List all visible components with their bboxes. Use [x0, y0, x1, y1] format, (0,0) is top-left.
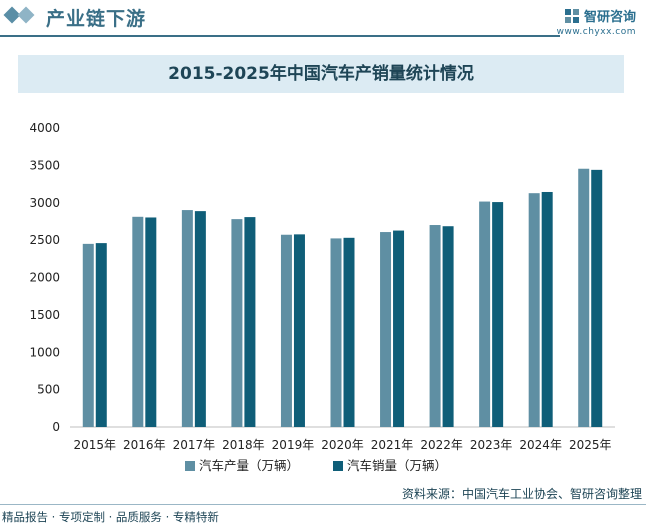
- bar-production: [380, 232, 392, 427]
- bar-production: [181, 210, 193, 427]
- legend-swatch-production: [185, 461, 195, 471]
- x-tick-label: 2020年: [321, 438, 364, 452]
- y-tick-label: 0: [52, 420, 60, 434]
- legend-label-production: 汽车产量（万辆）: [199, 458, 299, 473]
- y-tick-label: 2500: [29, 233, 60, 247]
- x-tick-label: 2024年: [519, 438, 562, 452]
- bar-sales: [145, 217, 157, 427]
- x-tick-label: 2016年: [123, 438, 166, 452]
- chart-title-bar: 2015-2025年中国汽车产销量统计情况: [18, 55, 624, 93]
- bar-sales: [343, 237, 355, 427]
- x-tick-label: 2025年: [569, 438, 612, 452]
- y-tick-label: 2000: [29, 271, 60, 285]
- x-tick-label: 2018年: [222, 438, 265, 452]
- bar-production: [132, 216, 144, 427]
- y-tick-label: 3000: [29, 196, 60, 210]
- bar-sales: [591, 169, 603, 428]
- brand: 智研咨询: [564, 5, 636, 25]
- header-divider: [0, 35, 560, 37]
- x-tick-label: 2023年: [470, 438, 513, 452]
- bar-sales: [442, 226, 454, 427]
- x-tick-label: 2017年: [173, 438, 216, 452]
- bar-production: [429, 225, 441, 427]
- brand-name: 智研咨询: [583, 10, 636, 25]
- y-tick-label: 500: [37, 383, 60, 397]
- source-note: 资料来源：中国汽车工业协会、智研咨询整理: [401, 487, 642, 501]
- legend-swatch-sales: [333, 461, 343, 471]
- bar-sales: [194, 211, 206, 427]
- bar-sales: [293, 234, 305, 427]
- y-tick-label: 1000: [29, 345, 60, 359]
- bar-sales: [393, 230, 405, 427]
- y-tick-label: 1500: [29, 308, 60, 322]
- bar-production: [231, 219, 243, 427]
- chart-title: 2015-2025年中国汽车产销量统计情况: [168, 64, 474, 84]
- y-tick-label: 4000: [29, 121, 60, 135]
- bar-sales: [492, 202, 504, 427]
- footer-tagline: 精品报告 · 专项定制 · 品质服务 · 专精特新: [2, 510, 219, 524]
- x-tick-label: 2019年: [272, 438, 315, 452]
- footer-divider: [0, 504, 646, 505]
- bar-production: [280, 234, 292, 427]
- bar-production: [82, 243, 94, 427]
- bar-sales: [95, 243, 107, 427]
- legend-label-sales: 汽车销量（万辆）: [347, 458, 447, 473]
- section-title: 产业链下游: [46, 8, 147, 30]
- y-tick-label: 3500: [29, 158, 60, 172]
- bar-production: [528, 193, 540, 427]
- bar-production: [330, 238, 342, 427]
- bar-chart: 0 500 1000 1500 2000 2500 3000 3500 4000 2015年 201…: [29, 121, 615, 473]
- x-tick-label: 2015年: [73, 438, 116, 452]
- bar-production: [578, 168, 590, 427]
- bar-sales: [541, 191, 553, 427]
- brand-url: www.chyxx.com: [556, 27, 636, 37]
- bar-sales: [244, 217, 256, 427]
- brand-logo-icon: [564, 8, 579, 23]
- bar-production: [479, 201, 491, 427]
- x-tick-label: 2021年: [371, 438, 414, 452]
- page-header: 产业链下游 智研咨询 www.chyxx.com: [0, 0, 646, 37]
- x-tick-label: 2022年: [420, 438, 463, 452]
